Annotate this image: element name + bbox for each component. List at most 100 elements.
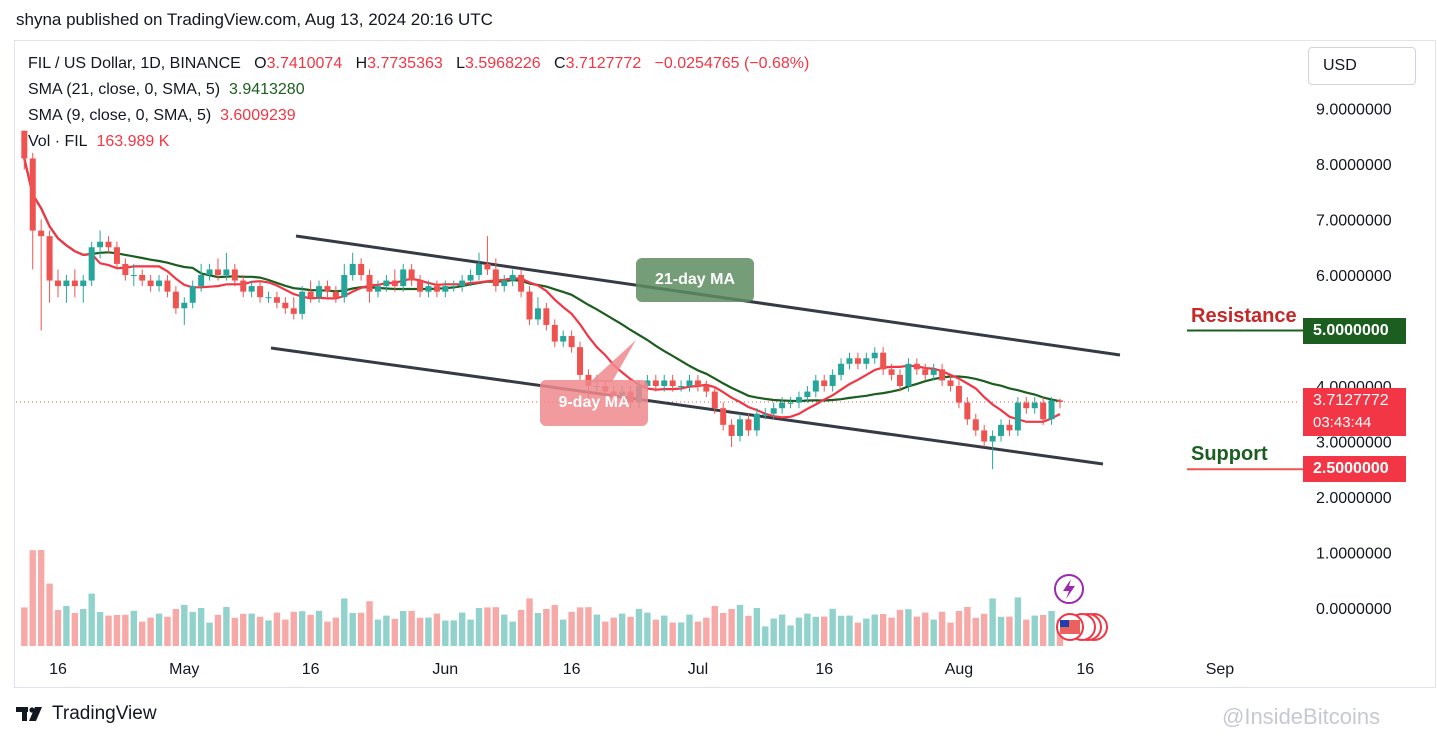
volume-bar xyxy=(593,614,601,646)
sma9-legend[interactable]: SMA (9, close, 0, SMA, 5) 3.6009239 xyxy=(28,107,296,125)
volume-bar xyxy=(694,621,702,646)
candle-body xyxy=(88,247,95,281)
high-value: 3.7735363 xyxy=(367,55,443,72)
volume-bar xyxy=(719,613,727,646)
candle-body xyxy=(400,269,407,287)
volume-bar xyxy=(972,617,979,646)
volume-bar xyxy=(770,618,777,646)
candle-body xyxy=(366,275,373,292)
sma21-legend[interactable]: SMA (21, close, 0, SMA, 5) 3.9413280 xyxy=(28,81,305,99)
candle-body xyxy=(181,302,188,309)
volume-bar xyxy=(282,619,289,646)
candle-body xyxy=(812,380,819,392)
tradingview-icon xyxy=(16,707,42,721)
sma9-line xyxy=(23,158,1061,423)
volume-bar xyxy=(938,611,946,646)
volume-bar xyxy=(568,611,575,646)
time-axis-label: 16 xyxy=(302,661,320,678)
price-axis-label: 7.0000000 xyxy=(1316,213,1392,230)
volume-bar xyxy=(206,622,213,646)
price-axis-label: 6.0000000 xyxy=(1316,268,1392,285)
volume-bar xyxy=(155,613,163,646)
volume-bar xyxy=(888,617,895,646)
volume-bar xyxy=(147,617,154,646)
high-label: H xyxy=(355,55,368,72)
candle-body xyxy=(972,419,979,431)
countdown-value: 03:43:44 xyxy=(1313,414,1372,431)
support-price-badge: 2.5000000 xyxy=(1303,456,1406,482)
candle-body xyxy=(804,391,811,398)
currency-button[interactable]: USD xyxy=(1308,47,1416,85)
volume-bar xyxy=(467,619,474,646)
tradingview-logo[interactable]: TradingView xyxy=(16,703,157,725)
volume-bar xyxy=(930,619,937,646)
volume-bar xyxy=(686,614,693,646)
candle-body xyxy=(669,380,676,386)
volume-bar xyxy=(821,616,828,646)
volume-bar xyxy=(1023,619,1030,646)
ma9-pointer xyxy=(590,340,636,382)
candle-body xyxy=(231,269,238,281)
candle-body xyxy=(198,275,205,287)
candle-body xyxy=(257,286,264,298)
candle-body xyxy=(560,336,567,342)
volume-bar xyxy=(644,612,651,646)
candle-body xyxy=(63,280,70,287)
volume-bar xyxy=(711,606,718,646)
volume-bar xyxy=(863,618,870,646)
candle-body xyxy=(551,324,558,342)
candle-body xyxy=(21,130,28,159)
candle-body xyxy=(442,286,449,292)
us-flag-canton xyxy=(1060,620,1069,627)
volume-bar xyxy=(896,609,904,646)
brand-name: TradingView xyxy=(52,703,157,724)
volume-bar xyxy=(366,601,373,646)
volume-bar xyxy=(1031,615,1038,646)
candle-body xyxy=(745,419,752,431)
time-axis-label: May xyxy=(169,661,199,678)
candle-body xyxy=(863,358,870,364)
candle-body xyxy=(433,286,440,292)
close-label: C xyxy=(554,55,566,72)
volume-bar xyxy=(829,608,836,646)
candle-body xyxy=(854,358,861,364)
volume-bar xyxy=(576,607,584,646)
volume-bar xyxy=(164,616,171,646)
volume-legend[interactable]: Vol · FIL 163.989 K xyxy=(28,133,169,151)
volume-bar xyxy=(273,612,281,646)
time-axis-label: Jun xyxy=(432,661,458,678)
candle-body xyxy=(113,247,120,264)
volume-bar xyxy=(635,609,643,646)
candle-body xyxy=(829,374,836,386)
volume-bar xyxy=(602,621,609,646)
volume-bar xyxy=(290,611,297,646)
candle-body xyxy=(467,275,474,281)
candle-body xyxy=(652,380,659,386)
candle-body xyxy=(290,308,297,314)
volume-bar xyxy=(63,606,70,646)
volume-bar xyxy=(265,620,272,646)
volume-bar xyxy=(223,607,230,646)
sma21-value: 3.9413280 xyxy=(228,81,305,98)
volume-bar xyxy=(189,612,196,646)
symbol-legend: FIL / US Dollar, 1D, BINANCE O3.7410074 … xyxy=(28,55,809,73)
candle-body xyxy=(989,435,996,442)
symbol-title[interactable]: FIL / US Dollar, 1D, BINANCE xyxy=(28,55,241,72)
volume-bar xyxy=(585,607,592,646)
volume-bar xyxy=(501,614,508,646)
channel-lower-line xyxy=(270,346,1104,466)
volume-bar xyxy=(349,613,356,646)
open-label: O xyxy=(254,55,267,72)
volume-bar xyxy=(458,612,466,646)
candle-body xyxy=(273,297,280,303)
candle-body xyxy=(1048,400,1055,420)
volume-bar xyxy=(96,612,104,646)
support-label: Support xyxy=(1191,443,1268,465)
candle-body xyxy=(770,408,777,414)
candle-body xyxy=(1023,402,1030,409)
volume-bar xyxy=(677,622,685,646)
candle-body xyxy=(1040,402,1047,420)
candle-body xyxy=(661,380,668,386)
candle-body xyxy=(955,386,962,403)
